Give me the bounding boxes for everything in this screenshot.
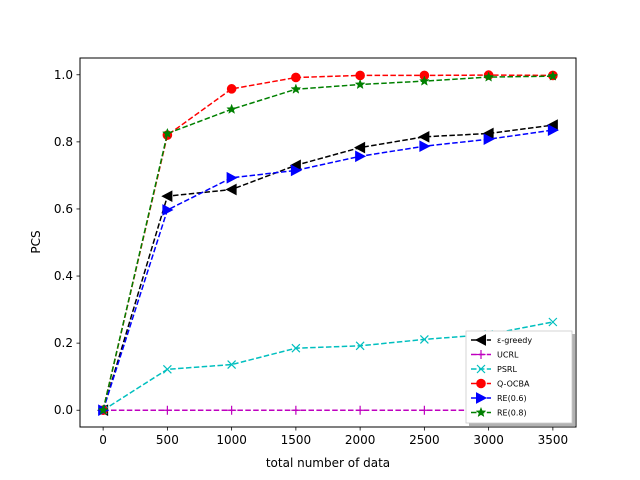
y-axis-label: PCS <box>29 230 43 253</box>
data-point <box>290 83 302 94</box>
data-point <box>355 341 365 351</box>
data-point <box>548 317 558 327</box>
data-point <box>419 405 429 415</box>
legend-label: Q-OCBA <box>497 380 530 389</box>
data-point <box>227 405 237 415</box>
x-tick-label: 1500 <box>281 433 312 447</box>
legend-box <box>465 330 573 424</box>
y-tick-label: 0.4 <box>54 269 73 283</box>
data-point <box>226 84 237 94</box>
series-line <box>102 75 553 411</box>
x-tick-label: 2000 <box>345 433 376 447</box>
legend-entry: RE(0.6) <box>471 392 527 404</box>
series-star <box>97 70 559 415</box>
data-point <box>290 164 302 177</box>
legend-label: PSRL <box>497 365 517 374</box>
data-point <box>419 335 429 344</box>
x-tick-label: 1000 <box>216 433 247 447</box>
data-point <box>291 72 301 83</box>
legend: ε-greedy UCRL PSRL Q-OCBA RE(0.6) RE(0.8) <box>465 330 575 426</box>
y-tick-label: 0.8 <box>54 135 73 149</box>
legend-entry: PSRL <box>471 364 517 374</box>
data-point <box>354 78 366 90</box>
series-line <box>102 124 553 411</box>
data-point <box>547 70 559 81</box>
data-point <box>226 103 238 114</box>
x-tick-label: 500 <box>156 433 179 447</box>
legend-marker <box>476 364 486 374</box>
legend-marker <box>476 392 488 404</box>
data-point <box>355 70 365 81</box>
data-point <box>354 141 366 154</box>
series-line <box>102 74 553 411</box>
axes-frame <box>79 57 577 428</box>
data-point <box>355 405 365 415</box>
data-point <box>419 140 431 153</box>
data-point <box>418 131 430 143</box>
data-point <box>162 364 172 374</box>
x-tick-label: 0 <box>99 433 107 447</box>
data-point <box>483 133 495 146</box>
legend-label: RE(0.8) <box>497 409 527 418</box>
legend-label: ε-greedy <box>497 336 532 345</box>
series-line <box>102 129 554 411</box>
y-tick-label: 1.0 <box>54 68 73 82</box>
y-tick-label: 0.0 <box>54 403 73 417</box>
x-tick-label: 3000 <box>473 433 504 447</box>
data-point <box>162 405 172 415</box>
legend-marker <box>474 334 486 346</box>
axis-ticks: 0 500 1000 1500 2000 2500 3000 3500 0.0 0.2 0.4 0.6… <box>54 68 568 447</box>
legend-marker <box>476 350 486 359</box>
data-point <box>418 75 430 86</box>
data-point <box>291 343 301 353</box>
x-tick-label: 3500 <box>538 433 569 447</box>
data-point <box>227 360 237 370</box>
y-tick-label: 0.6 <box>54 202 73 216</box>
legend-marker <box>476 378 486 389</box>
x-axis-label: total number of data <box>266 456 390 470</box>
data-point <box>225 183 237 196</box>
legend-label: UCRL <box>497 351 519 360</box>
data-point <box>162 204 174 216</box>
data-point <box>226 171 238 184</box>
x-tick-label: 2500 <box>409 433 440 447</box>
legend-label: RE(0.6) <box>497 394 527 403</box>
data-point <box>291 405 301 415</box>
data-point <box>97 404 109 415</box>
legend-entry: Q-OCBA <box>471 378 530 389</box>
legend-entry: UCRL <box>471 350 519 360</box>
data-point <box>483 71 495 82</box>
series-triangle-right <box>98 124 559 417</box>
data-point <box>161 127 173 139</box>
legend-marker <box>475 406 487 418</box>
legend-entry: ε-greedy <box>471 334 532 346</box>
data-point <box>161 190 173 203</box>
data-point <box>355 150 367 163</box>
legend-entry: RE(0.8) <box>471 406 527 418</box>
data-point <box>547 124 559 136</box>
y-tick-label: 0.2 <box>54 336 73 350</box>
